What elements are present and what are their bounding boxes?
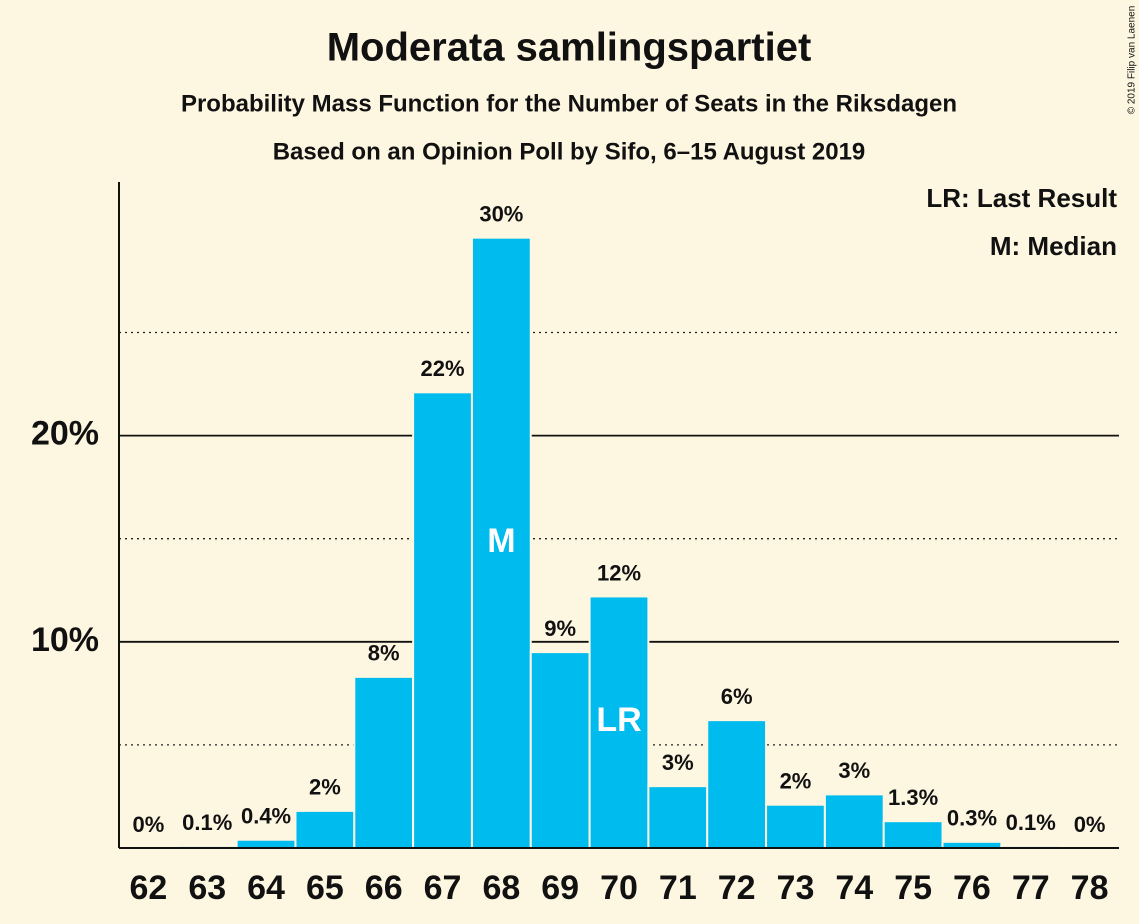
value-label: 0.3% [947, 806, 997, 831]
value-label: 2% [780, 769, 812, 794]
bar [294, 809, 356, 849]
x-tick-label: 70 [600, 869, 638, 907]
value-label: 3% [838, 758, 870, 783]
x-tick-label: 73 [777, 869, 815, 907]
bar [823, 793, 885, 849]
value-label: 0.4% [241, 804, 291, 829]
value-label: 9% [544, 616, 576, 641]
x-tick-label: 78 [1071, 869, 1109, 907]
value-label: 0.1% [1006, 810, 1056, 835]
x-tick-label: 76 [953, 869, 991, 907]
x-tick-label: 72 [718, 869, 756, 907]
credit: © 2019 Filip van Laenen [1127, 6, 1138, 115]
x-tick-label: 74 [835, 869, 873, 907]
value-label: 22% [421, 356, 465, 381]
value-label: 8% [368, 641, 400, 666]
bar [765, 803, 826, 850]
x-tick-label: 69 [541, 869, 579, 907]
chart-subtitle: Probability Mass Function for the Number… [181, 90, 957, 117]
y-tick-label: 10% [31, 621, 99, 659]
value-label: 30% [479, 201, 523, 226]
x-tick-label: 77 [1012, 869, 1050, 907]
bar [353, 675, 415, 849]
value-label: 0% [1074, 812, 1106, 837]
y-tick-label: 20% [31, 415, 99, 453]
x-tick-label: 68 [482, 869, 520, 907]
legend-note: LR: Last Result [926, 183, 1117, 213]
x-tick-label: 75 [894, 869, 932, 907]
x-tick-label: 71 [659, 869, 697, 907]
chart-source: Based on an Opinion Poll by Sifo, 6–15 A… [273, 138, 866, 165]
x-tick-label: 65 [306, 869, 344, 907]
x-tick-label: 64 [247, 869, 285, 907]
value-label: 1.3% [888, 785, 938, 810]
bar-annotation: M [487, 522, 515, 560]
bar [412, 391, 473, 849]
bar [647, 785, 709, 849]
bar [529, 651, 591, 850]
value-label: 2% [309, 775, 341, 800]
x-tick-label: 63 [188, 869, 226, 907]
x-tick-label: 66 [365, 869, 403, 907]
x-tick-label: 62 [129, 869, 167, 907]
value-label: 0.1% [182, 810, 232, 835]
x-tick-label: 67 [424, 869, 462, 907]
value-label: 12% [597, 560, 641, 585]
value-label: 0% [133, 812, 165, 837]
bar-annotation: LR [596, 701, 641, 739]
bar [882, 820, 944, 850]
legend-note: M: Median [990, 231, 1117, 261]
chart-title: Moderata samlingspartiet [327, 26, 812, 70]
bar [235, 838, 297, 849]
bar [588, 595, 650, 849]
bar [470, 236, 532, 850]
value-label: 3% [662, 750, 694, 775]
value-label: 6% [721, 684, 753, 709]
bar [706, 719, 768, 850]
